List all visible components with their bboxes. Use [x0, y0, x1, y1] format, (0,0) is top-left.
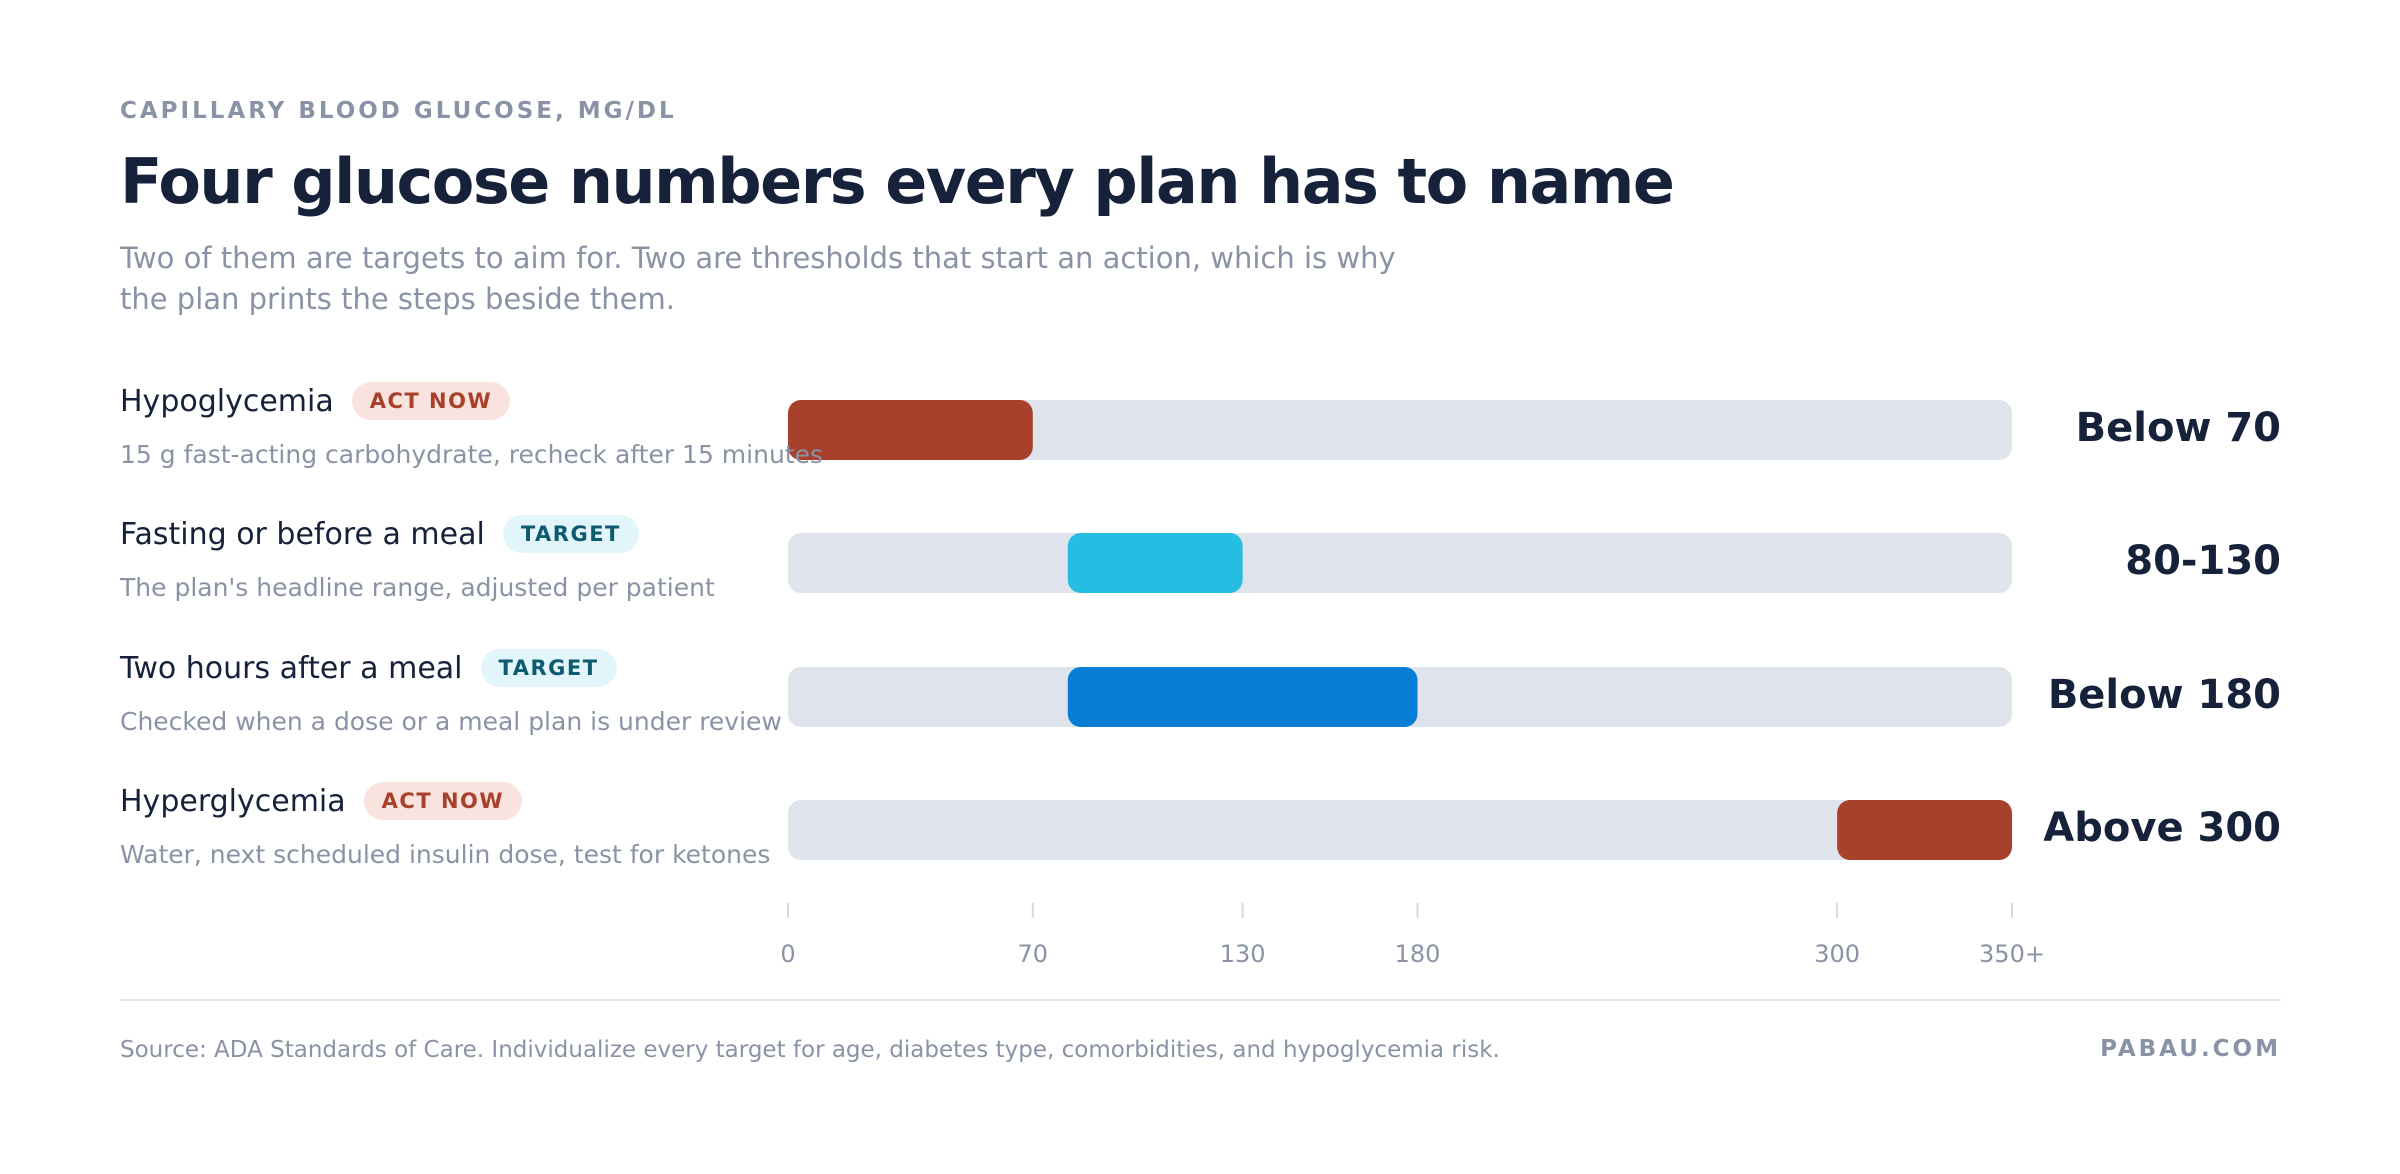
divider	[120, 999, 2281, 1001]
badge: TARGET	[480, 649, 617, 687]
x-tick-label: 70	[1018, 940, 1049, 968]
row-head: Hyperglycemia ACT NOW	[120, 782, 523, 820]
eyebrow: CAPILLARY BLOOD GLUCOSE, MG/DL	[120, 98, 677, 124]
row-label: Fasting or before a meal	[120, 516, 485, 552]
track	[788, 800, 2012, 860]
value-label: Below 70	[2075, 405, 2281, 451]
row-note: Checked when a dose or a meal plan is un…	[120, 707, 782, 736]
x-tick-label: 130	[1220, 940, 1266, 968]
x-tick-label: 0	[780, 940, 795, 968]
badge: ACT NOW	[363, 782, 523, 820]
x-tick-label: 350+	[1979, 940, 2045, 968]
range-bar	[1067, 533, 1243, 593]
badge: TARGET	[502, 515, 639, 553]
track	[788, 400, 2012, 460]
row-label: Two hours after a meal	[120, 650, 463, 686]
row-note: 15 g fast-acting carbohydrate, recheck a…	[120, 440, 824, 469]
x-tick-label: 300	[1814, 940, 1860, 968]
range-bar	[1067, 667, 1418, 727]
subtitle: Two of them are targets to aim for. Two …	[120, 241, 1396, 316]
value-label: 80-130	[2125, 538, 2281, 584]
row-note: The plan's headline range, adjusted per …	[120, 573, 715, 602]
chart-title: Four glucose numbers every plan has to n…	[120, 145, 1675, 218]
brand: PABAU.COM	[2100, 1036, 2281, 1062]
chart: 0 70 130 180 300 350+	[780, 400, 2045, 968]
row-note: Water, next scheduled insulin dose, test…	[120, 840, 771, 869]
track	[788, 533, 2012, 593]
row-head: Hypoglycemia ACT NOW	[120, 382, 511, 420]
row-head: Two hours after a meal TARGET	[120, 649, 617, 687]
range-bar	[788, 400, 1033, 460]
row-label: Hypoglycemia	[120, 383, 334, 419]
badge: ACT NOW	[351, 382, 511, 420]
x-tick-label: 180	[1395, 940, 1441, 968]
value-label: Below 180	[2047, 672, 2281, 718]
range-bar	[1837, 800, 2012, 860]
source: Source: ADA Standards of Care. Individua…	[120, 1037, 1500, 1063]
value-label: Above 300	[2043, 805, 2281, 851]
row-label: Hyperglycemia	[120, 783, 346, 819]
row-head: Fasting or before a meal TARGET	[120, 515, 639, 553]
